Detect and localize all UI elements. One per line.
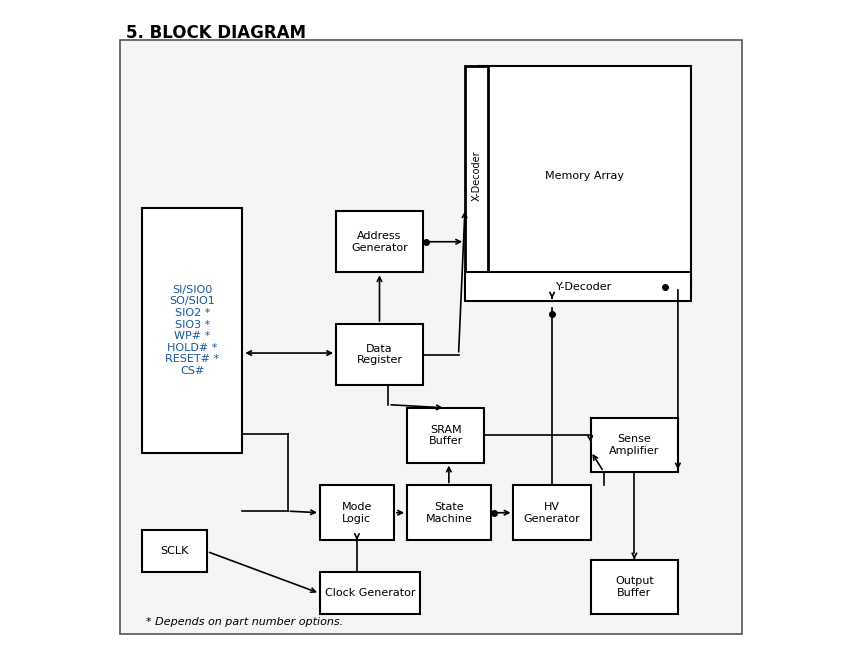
- FancyBboxPatch shape: [119, 40, 742, 634]
- Text: Y-Decoder: Y-Decoder: [557, 282, 612, 292]
- Text: HV
Generator: HV Generator: [524, 502, 581, 524]
- FancyBboxPatch shape: [591, 417, 678, 472]
- Text: Mode
Logic: Mode Logic: [342, 502, 372, 524]
- Text: * Depends on part number options.: * Depends on part number options.: [146, 618, 343, 627]
- Text: Sense
Amplifier: Sense Amplifier: [609, 434, 660, 456]
- Text: X-Decoder: X-Decoder: [472, 150, 481, 201]
- FancyBboxPatch shape: [143, 531, 207, 572]
- FancyBboxPatch shape: [407, 408, 484, 463]
- Text: Clock Generator: Clock Generator: [325, 588, 415, 598]
- Text: SCLK: SCLK: [161, 546, 189, 557]
- Text: SRAM
Buffer: SRAM Buffer: [429, 424, 463, 446]
- Text: Data
Register: Data Register: [356, 344, 403, 365]
- Text: Output
Buffer: Output Buffer: [615, 576, 654, 597]
- FancyBboxPatch shape: [465, 66, 488, 285]
- FancyBboxPatch shape: [143, 208, 242, 453]
- FancyBboxPatch shape: [465, 272, 691, 301]
- FancyBboxPatch shape: [478, 66, 691, 285]
- FancyBboxPatch shape: [514, 485, 591, 540]
- FancyBboxPatch shape: [336, 211, 423, 272]
- Text: SI/SIO0
SO/SIO1
SIO2 *
SIO3 *
WP# *
HOLD# *
RESET# *
CS#: SI/SIO0 SO/SIO1 SIO2 * SIO3 * WP# * HOLD…: [165, 285, 219, 376]
- FancyBboxPatch shape: [591, 559, 678, 614]
- FancyBboxPatch shape: [407, 485, 490, 540]
- Text: 5. BLOCK DIAGRAM: 5. BLOCK DIAGRAM: [126, 24, 307, 42]
- Text: State
Machine: State Machine: [425, 502, 472, 524]
- Text: Address
Generator: Address Generator: [351, 231, 408, 253]
- FancyBboxPatch shape: [320, 572, 420, 614]
- FancyBboxPatch shape: [320, 485, 394, 540]
- Text: Memory Array: Memory Array: [545, 170, 624, 181]
- FancyBboxPatch shape: [336, 324, 423, 386]
